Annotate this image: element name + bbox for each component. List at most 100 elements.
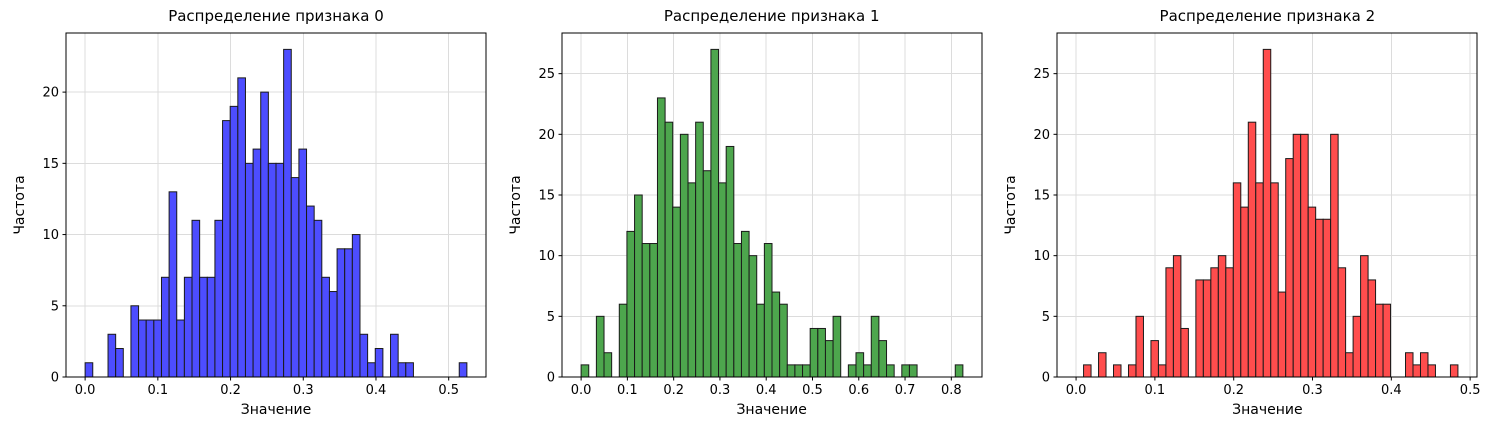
tick-marks (558, 73, 952, 381)
x-tick-label: 0.0 (570, 383, 591, 398)
histogram-bar (1165, 267, 1175, 378)
histogram-bar (107, 333, 117, 378)
histogram-bar (885, 364, 895, 378)
chart-title-0: Распределение признака 0 (168, 7, 384, 25)
histogram-bar (862, 364, 872, 378)
axes-spines (65, 32, 487, 378)
histogram-bars (84, 48, 468, 378)
y-tick-label: 10 (1034, 249, 1051, 264)
histogram-bar (1420, 352, 1429, 378)
histogram-bar (160, 276, 170, 378)
histogram-bar (374, 348, 384, 378)
histogram-bar (878, 340, 887, 378)
histogram-bar (267, 162, 277, 378)
histogram-bar (84, 362, 94, 378)
chart-title-1: Распределение признака 1 (663, 7, 880, 25)
x-axis-label-1: Значение (736, 402, 807, 418)
y-tick-label: 15 (42, 157, 59, 172)
histogram-bar (801, 364, 811, 378)
histogram-bar (328, 291, 338, 378)
histogram-bar (1233, 182, 1242, 378)
histogram-bar (1150, 340, 1160, 378)
histogram-bar (1367, 279, 1377, 378)
histogram-plot-0: 0.0 0.1 0.2 0.3 0.4 0.5 0 5 10 15 20 (42, 32, 487, 398)
histogram-bar (199, 276, 208, 378)
histogram-panel-2: 0.0 0.1 0.2 0.3 0.4 0.5 0 5 10 15 20 25 Распределен… (991, 0, 1487, 429)
histogram-bar (763, 243, 773, 378)
histogram-bar (1293, 133, 1302, 378)
histogram-bar (290, 177, 300, 378)
histogram-bar (183, 276, 193, 378)
histogram-bar (1345, 352, 1354, 378)
histogram-bar (687, 182, 696, 378)
histogram-bar (954, 364, 964, 378)
histogram-bar (145, 319, 155, 378)
histogram-bar (130, 305, 140, 378)
tick-marks (1053, 73, 1471, 381)
histogram-bar (1308, 206, 1317, 378)
histogram-bar (344, 248, 353, 378)
x-tick-label: 0.2 (1224, 383, 1245, 398)
x-tick-label: 0.2 (663, 383, 684, 398)
x-tick-label: 0.7 (894, 383, 915, 398)
histogram-bar (367, 362, 376, 378)
x-tick-label: 0.3 (293, 383, 314, 398)
histogram-bar (168, 191, 178, 378)
y-tick-label: 5 (1042, 310, 1050, 325)
histogram-bar (191, 219, 201, 378)
histogram-bar (748, 255, 757, 378)
histogram-bar (1315, 218, 1324, 378)
x-tick-label: 0.8 (941, 383, 962, 398)
histogram-bar (1248, 121, 1257, 378)
histogram-bar (725, 145, 734, 378)
x-tick-label: 0.5 (1460, 383, 1481, 398)
histogram-plot-1: 0.0 0.1 0.2 0.3 0.4 0.5 0.6 0.7 0.8 0 5 10 15 20 25 (538, 32, 983, 398)
histogram-bar (1352, 315, 1362, 378)
x-tick-label: 0.0 (1066, 383, 1087, 398)
axes-spines (561, 32, 983, 378)
histogram-bar (771, 291, 780, 378)
histogram-bar (214, 219, 224, 378)
histogram-bar (1240, 206, 1250, 378)
y-tick-label: 25 (1034, 67, 1051, 82)
histogram-bar (832, 315, 841, 378)
y-tick-label: 10 (42, 228, 59, 243)
histogram-bar (694, 121, 704, 378)
histogram-bar (794, 364, 803, 378)
histogram-panel-1: 0.0 0.1 0.2 0.3 0.4 0.5 0.6 0.7 0.8 0 5 10 15 20 25 Ра… (496, 0, 992, 429)
histogram-bar (405, 362, 414, 378)
x-tick-label: 0.3 (1303, 383, 1324, 398)
histogram-bar (671, 206, 681, 378)
y-tick-label: 15 (538, 188, 555, 203)
histogram-bar (458, 362, 468, 378)
histogram-bar (786, 364, 796, 378)
x-axis-label-0: Значение (240, 402, 312, 418)
tick-marks (62, 91, 450, 381)
chart-title-2: Распределение признака 2 (1159, 7, 1376, 25)
histogram-bar (1322, 218, 1332, 378)
histogram-bar (649, 243, 658, 378)
histogram-bar (115, 348, 124, 378)
axes-spines (1056, 32, 1478, 378)
x-tick-label: 0.5 (438, 383, 459, 398)
histogram-bar (1427, 364, 1437, 378)
tick-labels: 0.0 0.1 0.2 0.3 0.4 0.5 0.6 0.7 0.8 0 5 10 15 20 25 (538, 67, 961, 398)
histogram-bar (1195, 279, 1205, 378)
histogram-plot-2: 0.0 0.1 0.2 0.3 0.4 0.5 0 5 10 15 20 25 (1034, 32, 1481, 398)
histogram-bar (580, 364, 589, 378)
histogram-bar (351, 234, 361, 378)
histogram-bar (1128, 364, 1137, 378)
histogram-bar (1278, 291, 1287, 378)
y-tick-label: 5 (51, 299, 59, 314)
histogram-bar (900, 364, 910, 378)
histogram-bar (275, 162, 285, 378)
y-tick-label: 10 (538, 249, 555, 264)
histogram-bar (732, 243, 742, 378)
histogram-bar (816, 327, 826, 378)
y-tick-label: 0 (51, 371, 59, 386)
histogram-bar (633, 194, 643, 378)
histogram-bar (306, 205, 315, 378)
tick-labels: 0.0 0.1 0.2 0.3 0.4 0.5 0 5 10 15 20 25 (1034, 67, 1481, 398)
histogram-panel-0: 0.0 0.1 0.2 0.3 0.4 0.5 0 5 10 15 20 Распределение… (0, 0, 496, 429)
